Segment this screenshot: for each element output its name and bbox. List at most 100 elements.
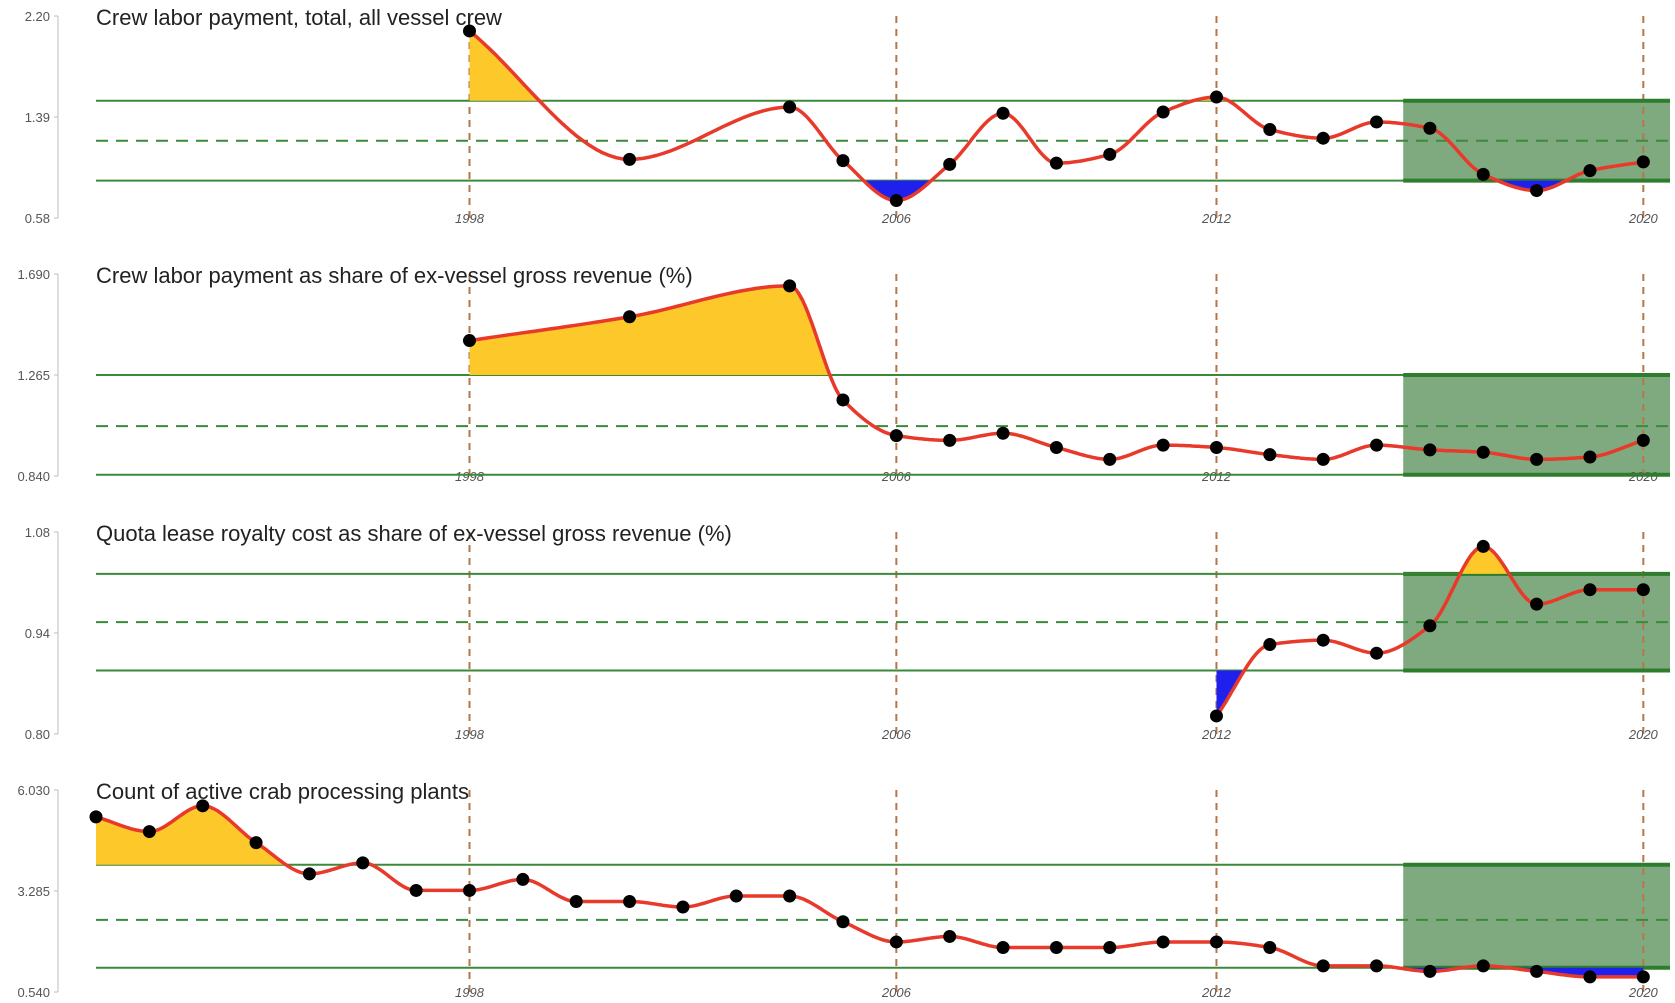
data-point [1636, 970, 1650, 984]
y-tick-label: 0.58 [25, 211, 50, 226]
data-point [1209, 440, 1223, 454]
chart-panel-3: 1.08 0.94 0.80 1998 2006 2012 2020 Quota lease … [25, 521, 1670, 742]
data-point [1636, 433, 1650, 447]
recent-period-box [1403, 864, 1670, 968]
y-tick-label: 0.540 [17, 985, 50, 1000]
data-point [1583, 970, 1597, 984]
data-point [943, 157, 957, 171]
data-point [1583, 450, 1597, 464]
data-point [249, 836, 263, 850]
series-line [95, 804, 1644, 979]
data-point [1423, 964, 1437, 978]
data-point [1370, 115, 1384, 129]
data-point [1049, 940, 1063, 954]
data-point [1316, 131, 1330, 145]
x-tick-label: 1998 [455, 469, 485, 484]
data-point [783, 889, 797, 903]
data-point [1316, 633, 1330, 647]
data-point [1316, 452, 1330, 466]
data-point [836, 915, 850, 929]
x-tick-label: 1998 [455, 727, 485, 742]
y-tick-label: 0.94 [25, 626, 50, 641]
data-point [1263, 122, 1277, 136]
data-point [783, 100, 797, 114]
data-point [462, 24, 476, 38]
data-point [1103, 940, 1117, 954]
above-band-fill [96, 805, 1644, 865]
x-tick-label: 1998 [455, 211, 485, 226]
data-point [1263, 448, 1277, 462]
data-point [1049, 156, 1063, 170]
data-point [623, 310, 637, 324]
data-point [1263, 940, 1277, 954]
data-point [1209, 90, 1223, 104]
data-point [1370, 959, 1384, 973]
data-point [1530, 964, 1544, 978]
data-point [729, 889, 743, 903]
y-tick-label: 3.285 [17, 884, 50, 899]
x-tick-label: 2012 [1201, 985, 1232, 1000]
y-tick-label: 1.265 [17, 368, 50, 383]
data-point [1156, 935, 1170, 949]
data-point [1103, 147, 1117, 161]
x-tick-label: 1998 [455, 985, 485, 1000]
data-point [1530, 597, 1544, 611]
data-point [196, 799, 210, 813]
data-point [1209, 709, 1223, 723]
above-band-fill [469, 31, 1644, 101]
data-point [836, 393, 850, 407]
x-tick-label: 2006 [881, 211, 912, 226]
data-point [1476, 539, 1490, 553]
panel-title: Crew labor payment as share of ex-vessel… [96, 263, 693, 288]
data-point [943, 433, 957, 447]
data-point [1530, 184, 1544, 198]
data-point [1103, 452, 1117, 466]
x-tick-label: 2012 [1201, 211, 1232, 226]
x-tick-label: 2012 [1201, 469, 1232, 484]
y-tick-label: 2.20 [25, 9, 50, 24]
below-band-fill [469, 180, 1644, 201]
data-point [462, 883, 476, 897]
x-tick-label: 2012 [1201, 727, 1232, 742]
data-point [889, 935, 903, 949]
above-band-fill [1216, 546, 1644, 574]
data-point [1476, 959, 1490, 973]
data-point [1156, 105, 1170, 119]
data-point [623, 152, 637, 166]
x-tick-label: 2006 [881, 469, 912, 484]
data-point [1476, 445, 1490, 459]
x-tick-label: 2020 [1628, 727, 1659, 742]
data-point [1370, 646, 1384, 660]
data-point [1049, 440, 1063, 454]
data-point [569, 894, 583, 908]
data-point [1636, 155, 1650, 169]
data-point [1583, 583, 1597, 597]
x-tick-label: 2006 [881, 727, 912, 742]
below-band-fill [1216, 670, 1644, 716]
data-point [302, 867, 316, 881]
data-point [623, 894, 637, 908]
data-point [516, 872, 530, 886]
data-point [1423, 619, 1437, 633]
data-point [1316, 959, 1330, 973]
data-point [1476, 167, 1490, 181]
data-point [996, 106, 1010, 120]
x-tick-label: 2006 [881, 985, 912, 1000]
y-tick-label: 1.690 [17, 267, 50, 282]
data-point [1636, 583, 1650, 597]
data-point [1423, 443, 1437, 457]
data-point [1263, 638, 1277, 652]
x-tick-label: 2020 [1628, 211, 1659, 226]
panel-title: Quota lease royalty cost as share of ex-… [96, 521, 732, 546]
data-point [1530, 452, 1544, 466]
panel-title: Count of active crab processing plants [96, 779, 469, 804]
data-point [89, 810, 103, 824]
data-point [356, 856, 370, 870]
data-point [676, 900, 690, 914]
data-point [889, 429, 903, 443]
data-point [1370, 438, 1384, 452]
data-point [1583, 164, 1597, 178]
data-point [996, 426, 1010, 440]
